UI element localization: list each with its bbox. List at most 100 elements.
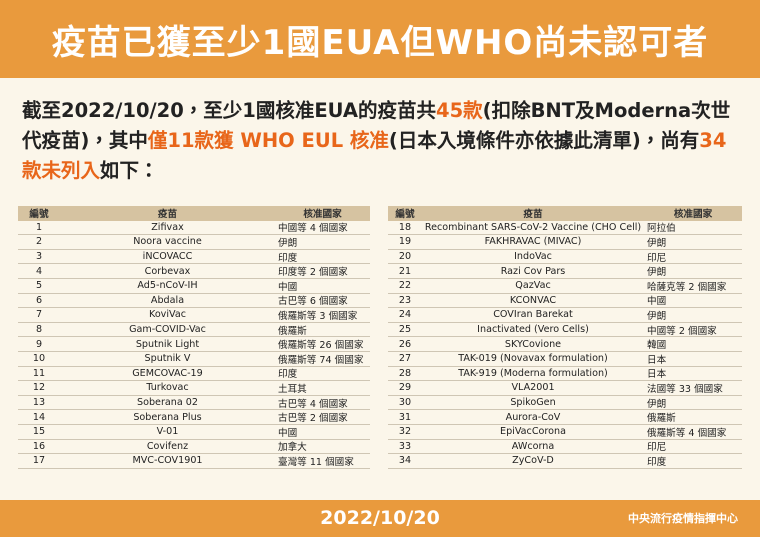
row-number: 34 [398,455,412,467]
table-row: 30 SpikoGen 伊朗 [388,396,742,411]
row-number: 10 [32,353,46,365]
row-number: 2 [35,236,43,248]
vaccine-name: Inactivated (Vero Cells) [477,324,589,336]
approved-countries: 俄羅斯等 4 個國家 [647,427,727,439]
table-row: 29 VLA2001 法國等 33 個國家 [388,381,742,396]
intro-text: 截至2022/10/20，至少1國核准EUA的疫苗共45款(扣除BNT及Mode… [22,96,744,186]
table-row: 21 Razi Cov Pars 伊朗 [388,264,742,279]
vaccine-name: Covifenz [146,440,189,452]
approved-countries: 印度 [278,252,298,264]
approved-countries: 印度 [647,456,667,468]
approved-countries: 俄羅斯 [647,413,676,425]
vaccine-name: Ad5-nCoV-IH [137,280,198,292]
vaccine-name: Sputnik V [144,353,191,365]
table-row: 8 Gam-COVID-Vac 俄羅斯 [18,323,370,338]
table-row: 22 QazVac 哈薩克等 2 個國家 [388,279,742,294]
vaccine-name: VLA2001 [511,382,555,394]
table-header-row: 編號 疫苗 核准國家 [18,206,370,221]
row-number: 3 [35,251,43,263]
vaccine-name: IndoVac [514,251,552,263]
vaccine-name: Recombinant SARS-CoV-2 Vaccine (CHO Cell… [424,221,642,233]
table-row: 28 TAK-919 (Moderna formulation) 日本 [388,367,742,382]
approved-countries: 日本 [647,369,667,381]
row-number: 26 [398,338,412,350]
vaccine-name: AWcorna [511,440,555,452]
table-row: 34 ZyCoV-D 印度 [388,454,742,469]
vaccine-name: ZyCoV-D [512,455,554,467]
approved-countries: 伊朗 [278,237,298,249]
approved-countries: 中國等 2 個國家 [647,325,717,337]
approved-countries: 印尼 [647,252,667,264]
table-row: 5 Ad5-nCoV-IH 中國 [18,279,370,294]
vaccine-name: GEMCOVAC-19 [132,367,203,379]
approved-countries: 中國等 4 個國家 [278,223,348,235]
vaccine-name: MVC-COV1901 [132,455,203,467]
approved-countries: 古巴等 4 個國家 [278,398,348,410]
table-row: 6 Abdala 古巴等 6 個國家 [18,294,370,309]
vaccine-name: SpikoGen [510,397,556,409]
vaccine-name: FAKHRAVAC (MIVAC) [484,236,582,248]
vaccine-name: TAK-019 (Novavax formulation) [458,353,608,365]
approved-countries: 伊朗 [647,310,667,322]
header-band: 疫苗已獲至少1國EUA但WHO尚未認可者 [0,0,760,78]
table-row: 13 Soberana 02 古巴等 4 個國家 [18,396,370,411]
approved-countries: 伊朗 [647,237,667,249]
vaccine-name: Aurora-CoV [505,411,561,423]
vaccine-name: Sputnik Light [135,338,200,350]
approved-countries: 俄羅斯等 74 個國家 [278,354,364,366]
row-number: 11 [32,367,46,379]
table-row: 4 Corbevax 印度等 2 個國家 [18,264,370,279]
row-number: 30 [398,397,412,409]
approved-countries: 俄羅斯等 26 個國家 [278,340,364,352]
table-row: 15 V-01 中國 [18,425,370,440]
approved-countries: 中國 [647,296,667,308]
row-number: 16 [32,440,46,452]
intro-segment: (扣除BNT及Moderna次世代疫苗)，其中 [22,99,731,152]
row-number: 32 [398,426,412,438]
title: 疫苗已獲至少1國EUA但WHO尚未認可者 [51,22,709,63]
table-row: 32 EpiVacCorona 俄羅斯等 4 個國家 [388,425,742,440]
row-number: 28 [398,367,412,379]
row-number: 12 [32,382,46,394]
approved-countries: 印尼 [647,442,667,454]
table-row: 11 GEMCOVAC-19 印度 [18,367,370,382]
approved-countries: 哈薩克等 2 個國家 [647,281,727,293]
table-row: 10 Sputnik V 俄羅斯等 74 個國家 [18,352,370,367]
row-number: 1 [35,221,43,233]
vaccine-name: V-01 [156,426,179,438]
table-row: 18 Recombinant SARS-CoV-2 Vaccine (CHO Ce… [388,221,742,236]
row-number: 22 [398,280,412,292]
vaccine-name: Gam-COVID-Vac [129,324,206,336]
table-row: 26 SKYCovione 韓國 [388,337,742,352]
row-number: 17 [32,455,46,467]
vaccine-name: Corbevax [144,265,191,277]
approved-countries: 俄羅斯等 3 個國家 [278,310,358,322]
intro-segment: 僅11款獲 WHO EUL 核准 [147,129,389,152]
row-number: 15 [32,426,46,438]
row-number: 31 [398,411,412,423]
row-number: 27 [398,353,412,365]
table-row: 19 FAKHRAVAC (MIVAC) 伊朗 [388,235,742,250]
table-row: 7 KoviVac 俄羅斯等 3 個國家 [18,308,370,323]
vaccine-name: Razi Cov Pars [500,265,566,277]
vaccine-name: Soberana 02 [137,397,198,409]
vaccine-name: Noora vaccine [133,236,202,248]
row-number: 5 [35,280,43,292]
table-row: 31 Aurora-CoV 俄羅斯 [388,410,742,425]
vaccine-table: 編號 疫苗 核准國家 1 Zifivax 中國等 4 個國家 2 Noora vaccine 伊… [18,206,370,469]
table-row: 20 IndoVac 印尼 [388,250,742,265]
table-row: 2 Noora vaccine 伊朗 [18,235,370,250]
approved-countries: 古巴等 6 個國家 [278,296,348,308]
vaccine-name: Soberana Plus [133,411,202,423]
row-number: 24 [398,309,412,321]
approved-countries: 印度等 2 個國家 [278,267,348,279]
table-row: 9 Sputnik Light 俄羅斯等 26 個國家 [18,337,370,352]
approved-countries: 阿拉伯 [647,223,676,235]
approved-countries: 中國 [278,427,298,439]
vaccine-name: EpiVacCorona [500,426,566,438]
approved-countries: 日本 [647,354,667,366]
table-row: 12 Turkovac 土耳其 [18,381,370,396]
table-row: 1 Zifivax 中國等 4 個國家 [18,221,370,236]
row-number: 7 [35,309,43,321]
